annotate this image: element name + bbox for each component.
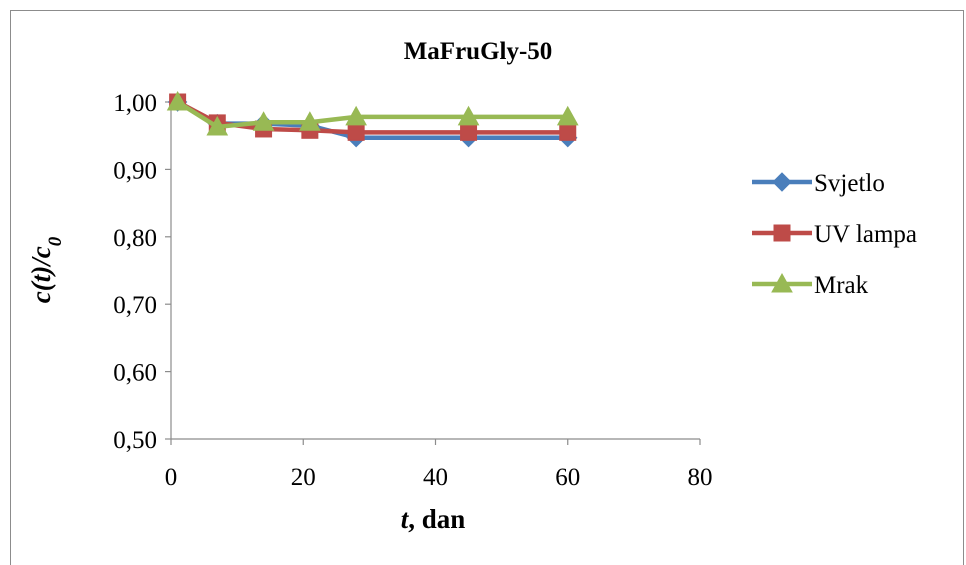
x-tick-label: 40: [423, 464, 448, 491]
x-axis-ticks: 0 20 40 60 80: [165, 439, 713, 491]
y-tick-label: 0,90: [113, 157, 157, 184]
legend-item: UV lampa: [752, 221, 917, 248]
y-tick-label: 0,70: [113, 292, 157, 319]
x-tick-label: 80: [688, 464, 713, 491]
y-tick-label: 0,80: [113, 225, 157, 252]
chart-axes: [171, 102, 700, 439]
y-axis-var-c: c: [26, 291, 56, 303]
y-tick-label: 0,60: [113, 360, 157, 387]
y-axis-var-rest: (t)/c: [26, 246, 56, 291]
x-tick-label: 20: [291, 464, 316, 491]
y-axis-ticks: 0,50 0,60 0,70 0,80 0,90 1,00: [113, 90, 171, 454]
legend: Svjetlo UV lampa Mrak: [752, 170, 917, 299]
legend-label: Mrak: [814, 272, 869, 299]
legend-label: Svjetlo: [814, 170, 885, 197]
x-axis-title: t, dan: [401, 504, 466, 534]
data-point: [560, 124, 576, 140]
x-tick-label: 60: [555, 464, 580, 491]
legend-item: Mrak: [752, 272, 869, 299]
y-axis-subscript: 0: [45, 236, 66, 246]
series-layer: [168, 92, 578, 147]
legend-label: UV lampa: [814, 221, 917, 248]
series-svjetlo: [169, 93, 577, 147]
legend-swatch-marker: [773, 173, 791, 191]
legend-swatch-marker: [774, 225, 790, 241]
x-axis-unit: , dan: [408, 504, 465, 534]
y-tick-label: 0,50: [113, 427, 157, 454]
legend-item: Svjetlo: [752, 170, 885, 197]
data-point: [348, 124, 364, 140]
data-point: [461, 124, 477, 140]
series-mrak: [168, 92, 578, 135]
y-tick-label: 1,00: [113, 90, 157, 117]
series-line: [178, 102, 568, 127]
x-tick-label: 0: [165, 464, 178, 491]
chart-title: MaFruGly-50: [404, 38, 553, 65]
y-axis-title: c(t)/c0: [26, 236, 66, 303]
